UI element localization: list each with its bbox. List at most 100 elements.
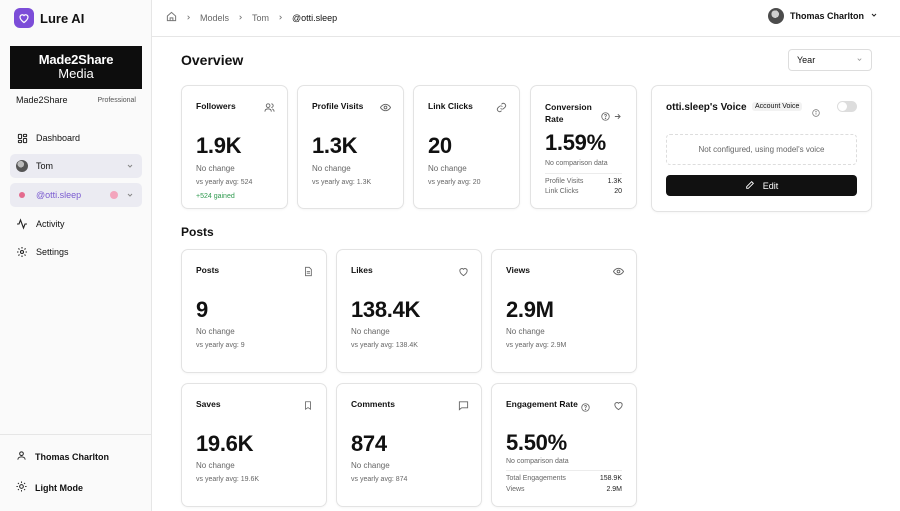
followers-card: Followers 1.9K No change vs yearly avg: … [181, 85, 288, 209]
card-value: 1.3K [312, 133, 358, 158]
sidebar-item-dashboard[interactable]: Dashboard [10, 126, 142, 150]
account-dot-icon [19, 192, 25, 198]
card-change: No change [351, 327, 390, 336]
card-value: 20 [428, 133, 452, 158]
kv-row: Profile Visits 1.3K [545, 178, 622, 185]
divider [545, 173, 622, 174]
kv-row: Link Clicks 20 [545, 188, 622, 195]
profile-button[interactable]: Thomas Charlton [16, 450, 109, 463]
sidebar-item-activity[interactable]: Activity [10, 212, 142, 236]
card-value: 19.6K [196, 431, 254, 456]
kv-value: 20 [614, 188, 622, 195]
likes-card: Likes 138.4K No change vs yearly avg: 13… [336, 249, 482, 373]
workspace-name: Made2Share [16, 95, 68, 105]
arrow-right-icon[interactable] [613, 108, 622, 126]
theme-toggle-button[interactable]: Light Mode [16, 481, 83, 494]
sidebar-item-label: Dashboard [36, 133, 81, 143]
chevron-right-icon [185, 13, 192, 23]
edit-voice-button[interactable]: Edit [666, 175, 857, 196]
sidebar-item-label: Settings [36, 247, 69, 257]
card-value: 874 [351, 431, 387, 456]
link-icon [496, 100, 507, 113]
conversion-rate-card: Conversion Rate 1.59% No comparison data… [530, 85, 637, 209]
card-title: Followers [196, 101, 236, 111]
instagram-icon [110, 191, 118, 199]
card-gained: +524 gained [196, 193, 235, 200]
sidebar-item-tom[interactable]: Tom [10, 154, 142, 178]
help-icon[interactable] [601, 108, 610, 126]
activity-icon [16, 218, 28, 230]
workspace-logo-line1: Made2Share [38, 52, 114, 67]
heart-logo-icon [14, 8, 34, 28]
chevron-down-icon [870, 11, 878, 21]
brand[interactable]: Lure AI [14, 8, 84, 28]
sidebar-item-otti-sleep[interactable]: @otti.sleep [10, 183, 142, 207]
kv-label: Total Engagements [506, 475, 566, 482]
chevron-down-icon[interactable] [126, 162, 134, 172]
workspace-logo[interactable]: Made2Share Media [10, 46, 142, 89]
kv-row: Total Engagements 158.9K [506, 475, 622, 482]
breadcrumb: Models Tom @otti.sleep [166, 11, 337, 24]
card-avg: vs yearly avg: 524 [196, 179, 253, 186]
help-icon[interactable] [581, 399, 590, 417]
sidebar-item-settings[interactable]: Settings [10, 240, 142, 264]
voice-toggle[interactable] [837, 101, 857, 112]
saves-card: Saves 19.6K No change vs yearly avg: 19.… [181, 383, 327, 507]
card-avg: vs yearly avg: 20 [428, 179, 481, 186]
grid-icon [16, 132, 28, 144]
breadcrumb-models[interactable]: Models [200, 12, 230, 23]
chevron-down-icon[interactable] [126, 191, 134, 201]
kv-label: Profile Visits [545, 178, 584, 185]
workspace-plan: Professional [97, 96, 136, 104]
user-icon [16, 450, 27, 463]
card-avg: vs yearly avg: 9 [196, 342, 245, 349]
kv-value: 2.9M [606, 486, 622, 493]
sidebar-footer: Thomas Charlton Light Mode [0, 434, 152, 511]
account-voice-badge: Account Voice [752, 102, 803, 111]
heart-icon [613, 398, 624, 411]
eye-icon [379, 100, 392, 112]
sidebar-item-label: Tom [36, 161, 54, 171]
eye-icon [612, 264, 625, 276]
edit-label: Edit [762, 180, 779, 191]
card-title: Link Clicks [428, 101, 473, 111]
card-title: Likes [351, 265, 373, 275]
card-change: No change [196, 461, 235, 470]
comments-card: Comments 874 No change vs yearly avg: 87… [336, 383, 482, 507]
comment-icon [458, 398, 469, 411]
info-icon[interactable] [812, 104, 820, 122]
workspace-info: Made2Share Professional [16, 95, 136, 105]
card-title: Posts [196, 265, 220, 275]
period-value: Year [797, 55, 816, 65]
edit-icon [745, 180, 755, 192]
card-title: Comments [351, 399, 395, 409]
kv-label: Link Clicks [545, 188, 579, 195]
card-change: No comparison data [506, 458, 569, 465]
card-title: Views [506, 265, 530, 275]
voice-title: otti.sleep's Voice [666, 102, 747, 113]
kv-value: 1.3K [607, 178, 622, 185]
home-icon[interactable] [166, 11, 177, 24]
sun-icon [16, 481, 27, 494]
app-name: Lure AI [40, 10, 85, 26]
card-avg: vs yearly avg: 19.6K [196, 476, 260, 483]
card-avg: vs yearly avg: 874 [351, 476, 408, 483]
card-change: No change [196, 164, 235, 173]
posts-title: Posts [181, 225, 214, 239]
card-title: Saves [196, 399, 221, 409]
chevron-down-icon [856, 55, 863, 65]
overview-title: Overview [181, 52, 244, 68]
card-value: 1.59% [545, 130, 606, 155]
avatar [16, 160, 28, 172]
period-select[interactable]: Year [788, 49, 872, 71]
card-title: Engagement Rate [506, 399, 578, 409]
footer-user-name: Thomas Charlton [35, 451, 110, 462]
card-avg: vs yearly avg: 138.4K [351, 342, 418, 349]
user-menu[interactable]: Thomas Charlton [767, 8, 878, 24]
breadcrumb-current: @otti.sleep [292, 12, 338, 23]
voice-card: otti.sleep's Voice Account Voice Not con… [651, 85, 872, 212]
sidebar: Lure AI Made2Share Media Made2Share Prof… [0, 0, 152, 511]
card-value: 5.50% [506, 430, 567, 455]
views-card: Views 2.9M No change vs yearly avg: 2.9M [491, 249, 637, 373]
breadcrumb-tom[interactable]: Tom [252, 12, 270, 23]
